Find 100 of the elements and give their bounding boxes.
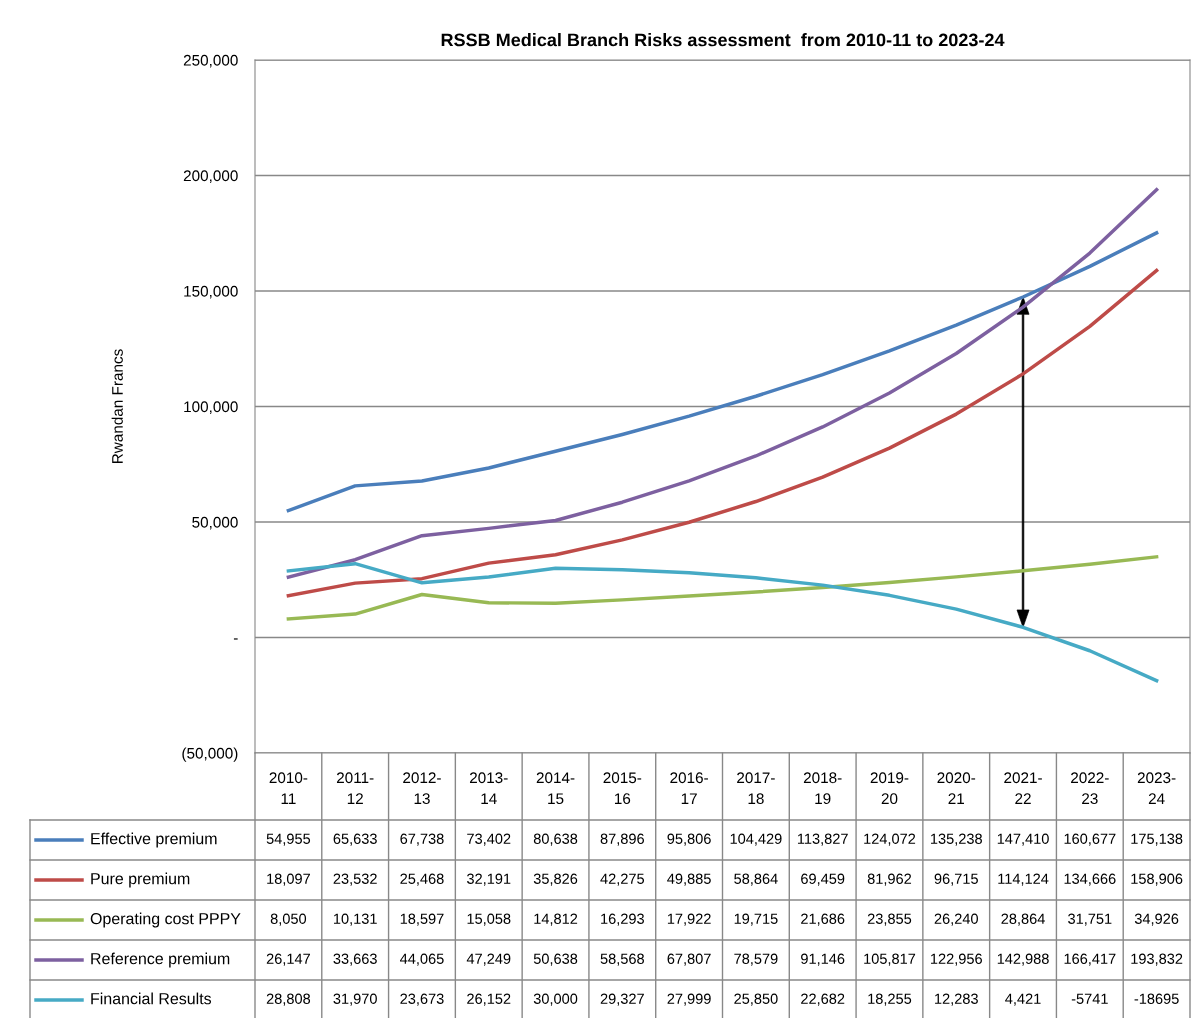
- data-label: 65,633: [333, 833, 377, 846]
- data-label: 135,238: [931, 833, 982, 846]
- legend-label: Financial Results: [91, 992, 212, 1005]
- data-label: 25,850: [734, 993, 778, 1006]
- data-label: 134,666: [1064, 873, 1116, 886]
- data-label: 10,131: [333, 913, 377, 926]
- y-axis-title: Rwandan Francs: [111, 349, 123, 463]
- data-label: 18,097: [267, 873, 310, 886]
- data-label: 23,532: [333, 873, 377, 886]
- x-tick-label: 2023-24: [1137, 772, 1176, 804]
- data-label: 67,807: [667, 953, 711, 966]
- line-series: [286, 561, 1159, 683]
- legend-label: Operating cost PPPY: [90, 912, 241, 928]
- data-label: 80,638: [533, 833, 578, 846]
- data-label: 166,417: [1064, 953, 1116, 966]
- x-tick-label: 2015-16: [603, 772, 642, 805]
- data-label: 105,817: [864, 953, 916, 966]
- data-label: 158,906: [1131, 873, 1183, 886]
- legend-label: Reference premium: [91, 952, 230, 968]
- x-tick-label: 2011-12: [336, 772, 374, 804]
- x-tick-label: 2017-18: [737, 772, 775, 805]
- data-label: 78,579: [734, 953, 778, 966]
- data-label: 147,410: [997, 833, 1049, 846]
- data-label: 122,956: [931, 953, 982, 966]
- x-tick-label: 2021-22: [1004, 772, 1042, 804]
- line-series: [286, 188, 1159, 579]
- data-label: 58,864: [734, 873, 778, 886]
- data-label: 73,402: [467, 833, 511, 846]
- data-label: 91,146: [801, 953, 845, 966]
- data-label: 18,255: [868, 993, 912, 1006]
- data-label: 28,808: [266, 993, 311, 1006]
- data-label: 113,827: [797, 833, 848, 846]
- x-tick-label: 2020-21: [937, 772, 976, 804]
- data-label: 14,812: [534, 913, 578, 926]
- data-label: 142,988: [997, 953, 1049, 966]
- data-label: 87,896: [600, 833, 644, 846]
- data-label: 22,682: [801, 993, 845, 1006]
- data-label: 69,459: [801, 873, 845, 886]
- y-tick-label: 100,000: [184, 401, 238, 414]
- data-label: 35,826: [533, 873, 578, 886]
- chart-title: RSSB Medical Branch Risks assessment from 2010-11 to 2023-24: [441, 33, 1005, 47]
- x-tick-label: 2018-19: [803, 772, 842, 805]
- data-label: 81,962: [867, 873, 912, 886]
- x-tick-label: 2019-20: [870, 772, 909, 805]
- data-label: 26,147: [266, 953, 310, 966]
- data-label: 193,832: [1131, 953, 1183, 966]
- legend-label: Pure premium: [91, 872, 190, 888]
- data-label: 42,275: [600, 873, 645, 886]
- data-label: 58,568: [600, 953, 644, 966]
- data-label: 31,970: [333, 993, 377, 1006]
- y-tick-label: 150,000: [184, 285, 238, 299]
- data-label: 26,240: [934, 913, 978, 926]
- data-label: 114,124: [998, 873, 1049, 886]
- data-label: 30,000: [533, 993, 578, 1006]
- data-label: 124,072: [864, 833, 916, 846]
- data-label: 12,283: [935, 993, 978, 1006]
- data-label: -5741: [1071, 993, 1108, 1004]
- data-label: 26,152: [467, 993, 511, 1006]
- data-label: 95,806: [667, 833, 711, 846]
- data-label: 49,885: [667, 873, 711, 886]
- x-tick-label: 2022-23: [1071, 772, 1109, 805]
- data-label: 4,421: [1005, 993, 1041, 1006]
- data-label: 27,999: [667, 993, 711, 1006]
- x-tick-label: 2013-14: [469, 772, 508, 804]
- data-label: -18695: [1134, 993, 1179, 1004]
- data-label: 47,249: [466, 953, 511, 966]
- data-label: 16,293: [601, 913, 644, 926]
- data-label: 29,327: [600, 993, 644, 1006]
- data-label: 96,715: [934, 873, 978, 886]
- data-label: 23,673: [400, 993, 444, 1006]
- data-label: 18,597: [400, 913, 444, 926]
- x-tick-label: 2016-17: [670, 772, 708, 804]
- data-label: 44,065: [400, 953, 444, 966]
- data-label: 32,191: [467, 873, 511, 886]
- data-label: 160,677: [1064, 833, 1116, 846]
- data-label: 15,058: [467, 913, 511, 926]
- y-tick-label: 50,000: [192, 516, 238, 530]
- x-tick-label: 2012-13: [403, 772, 441, 805]
- data-label: 8,050: [270, 913, 307, 926]
- y-tick-label: 250,000: [183, 54, 238, 68]
- line-series: [286, 555, 1159, 621]
- data-label: 28,864: [1001, 913, 1045, 926]
- x-tick-label: 2010-11: [269, 772, 308, 804]
- y-tick-label: (50,000): [182, 747, 238, 762]
- line-series: [286, 231, 1159, 513]
- y-tick-label: 200,000: [183, 170, 238, 183]
- data-label: 34,926: [1134, 913, 1179, 926]
- data-label: 19,715: [734, 913, 778, 926]
- data-label: 54,955: [266, 833, 311, 846]
- data-label: 23,855: [867, 913, 912, 926]
- x-tick-label: 2014-15: [536, 772, 575, 805]
- data-label: 21,686: [801, 913, 845, 926]
- data-label: 25,468: [400, 873, 444, 886]
- data-label: 33,663: [333, 953, 377, 966]
- data-label: 175,138: [1131, 833, 1183, 846]
- data-label: 104,429: [730, 833, 782, 846]
- line-series: [286, 268, 1159, 598]
- data-label: 31,751: [1068, 913, 1112, 926]
- data-label: 67,738: [400, 833, 444, 846]
- y-tick-label: -: [233, 638, 238, 640]
